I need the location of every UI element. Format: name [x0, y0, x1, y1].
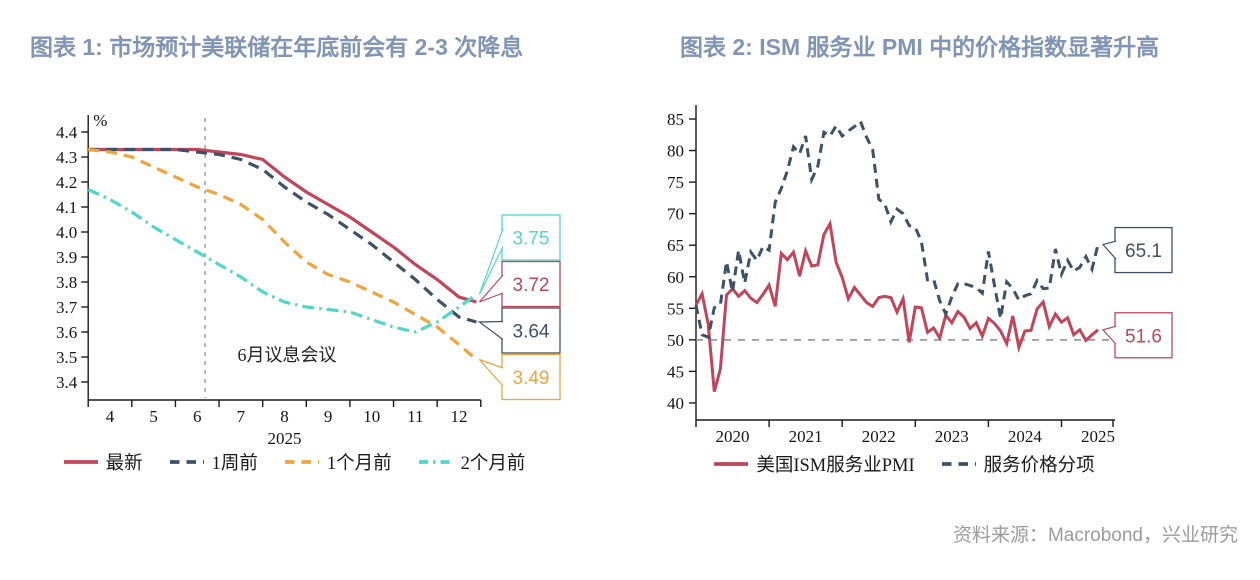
legend-line-marker — [63, 460, 98, 464]
legend-item-1: 服务价格分项 — [941, 451, 1095, 477]
chart2-plot: 40 45 50 55 60 65 70 75 80 85 2020 2021 2022 2023 2024… — [667, 105, 1173, 446]
legend-line-marker — [169, 460, 204, 464]
chart1-y-tick-label: 3.5 — [56, 348, 77, 367]
chart1-series-line-2 — [88, 147, 478, 361]
chart2-y-tick-label: 55 — [667, 299, 684, 318]
legend-item-2: 1个月前 — [284, 449, 392, 475]
chart2-x-tick-label: 2023 — [935, 427, 969, 446]
chart2-axes — [689, 105, 1115, 427]
chart1-x-tick-label: 11 — [407, 407, 423, 426]
legend-item-0: 最新 — [63, 449, 143, 475]
chart2-y-tick-label: 80 — [667, 142, 684, 161]
chart1-callout-pointer — [478, 228, 504, 295]
chart1-series-line-3 — [87, 188, 478, 334]
chart1-y-tick-label: 3.6 — [56, 323, 77, 342]
chart1-x-tick-label: 6 — [193, 407, 202, 426]
chart2-callout-value: 65.1 — [1125, 241, 1162, 262]
chart1-callout-box — [501, 307, 561, 354]
chart2-y-tick-label: 45 — [667, 362, 684, 381]
chart1-callout-pointer — [478, 358, 504, 387]
chart1-june-meeting-label: 6月议息会议 — [238, 345, 337, 365]
chart2-title: 图表 2: ISM 服务业 PMI 中的价格指数显著升高 — [680, 34, 1160, 60]
chart1-callout-pointer — [477, 320, 504, 340]
chart1-y-tick-label: 3.7 — [56, 298, 78, 317]
chart2-x-tick-label: 2022 — [862, 427, 896, 446]
chart1-y-tick-label: 4.1 — [56, 198, 77, 217]
chart2-legend: 美国ISM服务业PMI 服务价格分项 — [630, 451, 1178, 477]
chart1-callout-box — [501, 353, 561, 401]
chart1-callout-value: 3.64 — [513, 322, 550, 343]
chart2-y-tick-label: 60 — [667, 268, 684, 287]
chart1-y-tick-label: 4.2 — [56, 173, 77, 192]
chart2-series-line-0 — [694, 219, 1099, 392]
chart2-x-tick-label: 2021 — [789, 427, 823, 446]
chart1-callout-value: 3.72 — [513, 275, 550, 296]
chart1-callout-pointer — [478, 274, 504, 303]
chart1-y-tick-label: 4.4 — [56, 123, 78, 142]
chart2-callout-pointer — [1101, 240, 1117, 260]
legend-line-marker — [941, 462, 976, 466]
chart2-x-tick-label: 2025 — [1081, 427, 1115, 446]
chart1-series-line-1 — [88, 147, 477, 324]
chart2-callout-pointer — [1101, 325, 1117, 345]
legend-label: 2个月前 — [460, 454, 526, 474]
chart1-x-tick-label: 7 — [237, 407, 246, 426]
chart1-callout-value: 3.49 — [513, 368, 550, 389]
chart2-callout-value: 51.6 — [1125, 326, 1162, 347]
chart1-legend: 最新 1周前 1个月前 2个月前 — [20, 449, 568, 475]
legend-item-0: 美国ISM服务业PMI — [713, 451, 915, 477]
chart2-callout-box — [1114, 226, 1173, 274]
legend-line-marker — [284, 460, 319, 464]
chart1-x-tick-label: 8 — [280, 407, 289, 426]
chart2-x-tick-label: 2020 — [716, 427, 750, 446]
legend-label: 1个月前 — [326, 454, 392, 474]
chart1-series-line-0 — [88, 147, 477, 304]
chart1-callout-value: 3.75 — [513, 229, 550, 250]
chart2-y-tick-label: 65 — [667, 236, 684, 255]
chart1-y-tick-label: 3.4 — [56, 373, 78, 392]
chart1-callout-box — [501, 260, 561, 308]
legend-label: 1周前 — [211, 454, 258, 474]
legend-line-marker — [714, 462, 749, 466]
legend-label: 美国ISM服务业PMI — [756, 456, 915, 476]
chart1-title: 图表 1: 市场预计美联储在年底前会有 2-3 次降息 — [30, 34, 524, 60]
chart2-series-line-1 — [694, 119, 1100, 340]
chart1-y-tick-label: 4.3 — [56, 148, 77, 167]
chart1-callout-box — [501, 214, 561, 261]
legend-item-1: 1周前 — [169, 449, 258, 475]
source-note: 资料来源：Macrobond，兴业研究 — [952, 525, 1238, 546]
legend-line-marker — [418, 460, 453, 464]
chart1-x-tick-label: 12 — [450, 407, 467, 426]
legend-item-3: 2个月前 — [418, 449, 526, 475]
chart1-x-tick-label: 9 — [324, 407, 333, 426]
chart2-y-tick-label: 50 — [667, 331, 684, 350]
chart1-x-tick-label: 10 — [363, 407, 380, 426]
chart1-x-axis-year-label: 2025 — [267, 429, 301, 448]
chart1-axes — [81, 115, 482, 407]
chart2-x-tick-label: 2024 — [1008, 427, 1043, 446]
chart1-percent-unit-label: % — [93, 111, 107, 130]
chart1-x-tick-label: 5 — [149, 407, 158, 426]
chart2-y-tick-label: 40 — [667, 394, 684, 413]
chart2-y-tick-label: 70 — [667, 205, 684, 224]
legend-label: 最新 — [105, 454, 143, 474]
chart2-y-tick-label: 75 — [667, 173, 684, 192]
chart1-plot: 3.4 3.5 3.6 3.7 3.8 3.9 4.0 4.1 4.2 4.3 4.4 4 5 6 7 8 9 1… — [56, 111, 561, 448]
chart1-y-tick-label: 3.9 — [56, 248, 77, 267]
chart2-y-tick-label: 85 — [667, 110, 684, 129]
chart1-y-tick-label: 3.8 — [56, 273, 77, 292]
chart1-x-tick-label: 4 — [106, 407, 115, 426]
chart1-y-tick-label: 4.0 — [56, 223, 77, 242]
legend-label: 服务价格分项 — [983, 456, 1095, 476]
